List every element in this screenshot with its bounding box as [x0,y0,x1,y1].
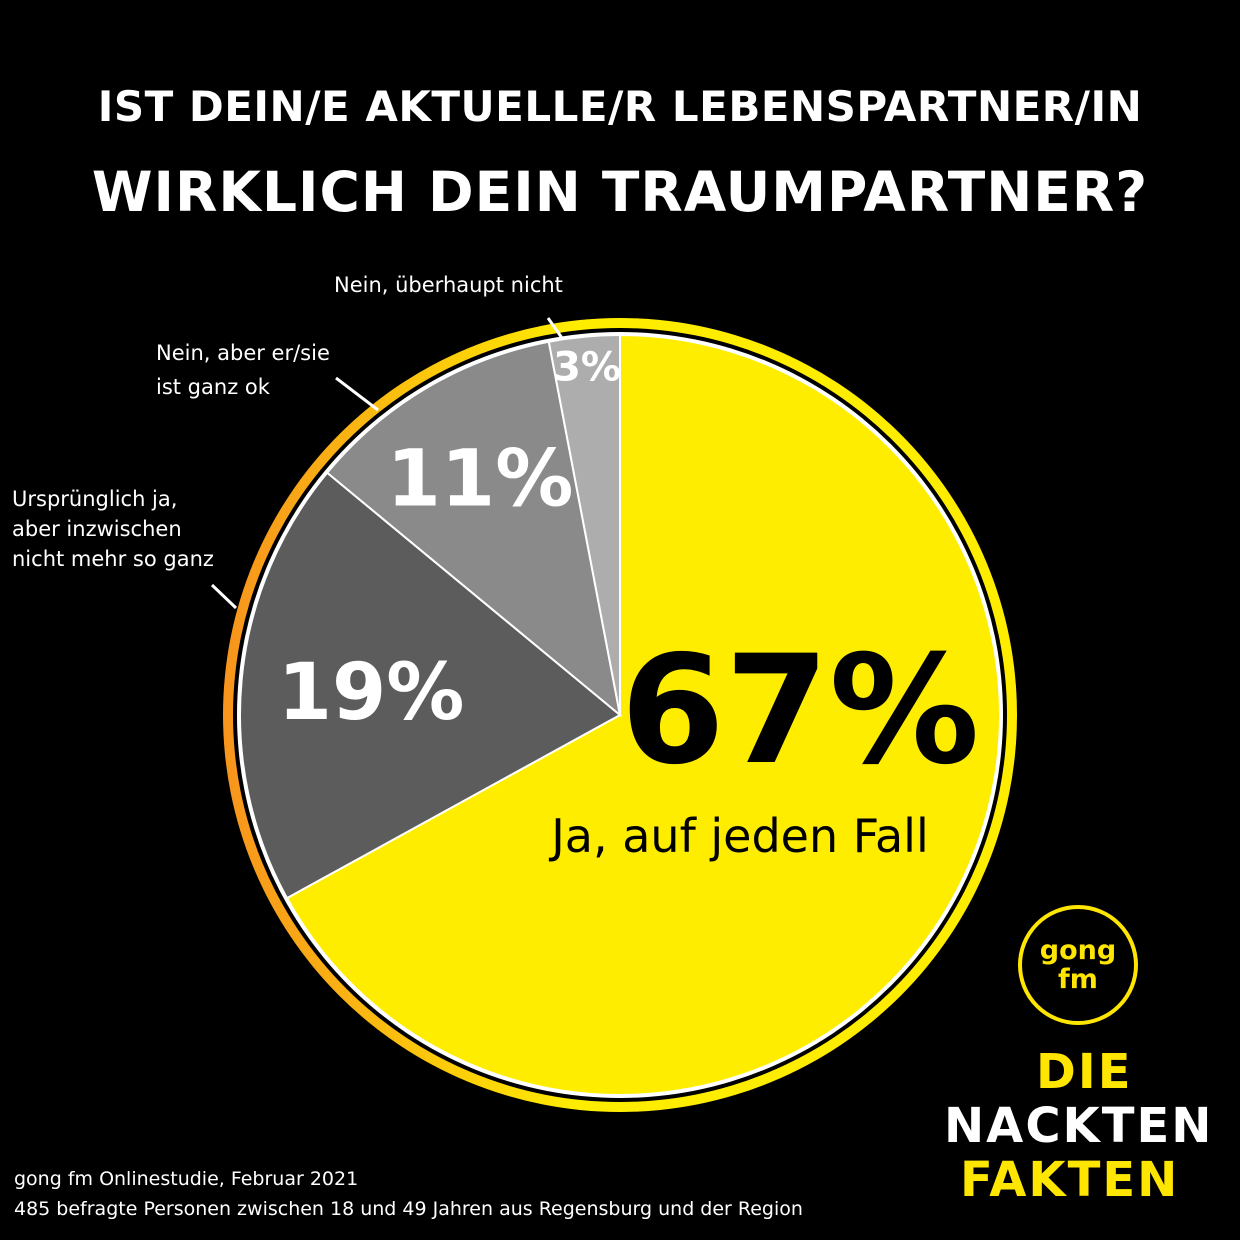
footer-sample: 485 befragte Personen zwischen 18 und 49… [14,1198,803,1220]
label-originally-line2: aber inzwischen [12,517,182,541]
pie-value-label-1: 19% [278,648,465,738]
label-no-but-ok-line2: ist ganz ok [156,375,270,399]
pie-value-label-2: 11% [387,435,574,525]
fm-logo-text: fm [1058,964,1098,995]
pie-slice-0 [285,333,1001,1096]
brand-fakten: FAKTEN [960,1152,1180,1208]
leader-line-no-but-ok [335,376,379,412]
leader-line-originally [210,583,238,610]
brand-die: DIE [1036,1044,1133,1100]
pie-slice-3 [547,333,621,716]
gong-fm-logo: gong fm [1018,905,1138,1025]
footer-source: gong fm Onlinestudie, Februar 2021 [14,1168,359,1190]
label-no-but-ok-line1: Nein, aber er/sie [156,341,330,365]
label-no-at-all: Nein, überhaupt nicht [334,273,563,297]
title-line-1: IST DEIN/E AKTUELLE/R LEBENSPARTNER/IN [97,82,1143,131]
leader-line-no-at-all [546,317,564,339]
brand-nackten: NACKTEN [944,1098,1214,1154]
title-line-2: WIRKLICH DEIN TRAUMPARTNER? [91,160,1149,224]
gong-logo-text: gong [1039,935,1117,966]
label-originally-line3: nicht mehr so ganz [12,547,214,571]
pie-slice-2 [325,340,622,718]
label-originally-line1: Ursprünglich ja, [12,487,178,511]
pie-slice-1 [239,471,622,900]
pie-value-label-3: 3% [553,345,621,391]
pie-value-label-0: 67% [620,624,979,798]
pie-category-label-0: Ja, auf jeden Fall [548,809,929,863]
